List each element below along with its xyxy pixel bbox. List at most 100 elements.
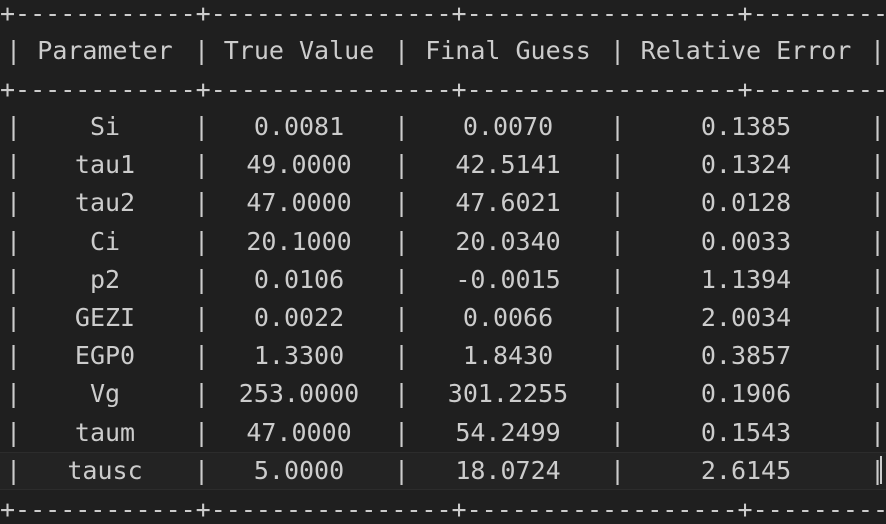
column-separator: | bbox=[870, 36, 886, 65]
cell-relative-error: 2.0034 bbox=[700, 303, 792, 332]
cell-parameter: Vg bbox=[89, 379, 121, 409]
header-relative-error: Relative Error bbox=[640, 36, 852, 65]
column-separator: | bbox=[870, 188, 886, 218]
table-row: | | | | | taum 47.0000 54.2499 0.1543 bbox=[0, 414, 886, 452]
cell-parameter: tau1 bbox=[74, 150, 136, 180]
table-row: | | | | | EGP0 1.3300 1.8430 0.3857 bbox=[0, 337, 886, 375]
cell-relative-error: 0.3857 bbox=[700, 341, 792, 371]
column-separator: | bbox=[870, 455, 886, 485]
column-separator: | bbox=[194, 264, 210, 294]
column-separator: | bbox=[194, 112, 210, 141]
table-row: | | | | | p2 0.0106 -0.0015 1.1394 bbox=[0, 261, 886, 299]
column-separator: | bbox=[6, 226, 22, 256]
column-separator: | bbox=[194, 36, 210, 65]
table-row: | | | | | tau2 47.0000 47.6021 0.0128 bbox=[0, 184, 886, 222]
column-separator: | bbox=[610, 150, 626, 180]
column-separator: | bbox=[610, 341, 626, 371]
table-header-row: | Parameter | True Value | Final Guess |… bbox=[0, 32, 886, 70]
column-separator: | bbox=[870, 112, 886, 141]
cell-true-value: 5.0000 bbox=[253, 455, 345, 485]
cell-parameter: Si bbox=[89, 112, 121, 141]
cell-final-guess: 301.2255 bbox=[447, 379, 569, 409]
column-separator: | bbox=[194, 455, 210, 485]
column-separator: | bbox=[394, 226, 410, 256]
column-separator: | bbox=[194, 150, 210, 180]
column-separator: | bbox=[610, 417, 626, 447]
cell-final-guess: 0.0070 bbox=[462, 112, 554, 141]
cell-parameter: taum bbox=[74, 417, 136, 447]
cell-relative-error: 0.1543 bbox=[700, 417, 792, 447]
column-separator: | bbox=[6, 341, 22, 371]
cell-parameter: tausc bbox=[67, 455, 143, 485]
table-row: | | | | | Ci 20.1000 20.0340 0.0033 bbox=[0, 223, 886, 261]
column-separator: | bbox=[394, 150, 410, 180]
cell-relative-error: 0.1324 bbox=[700, 150, 792, 180]
cell-true-value: 1.3300 bbox=[253, 341, 345, 371]
cell-parameter: Ci bbox=[89, 226, 121, 256]
header-true-value: True Value bbox=[223, 36, 375, 65]
column-separator: | bbox=[194, 188, 210, 218]
cell-final-guess: 42.5141 bbox=[455, 150, 561, 180]
column-separator: | bbox=[6, 455, 22, 485]
column-separator: | bbox=[870, 150, 886, 180]
column-separator: | bbox=[394, 112, 410, 141]
column-separator: | bbox=[870, 417, 886, 447]
column-separator: | bbox=[6, 188, 22, 218]
table-rule-header: +------------+----------------+---------… bbox=[0, 80, 886, 100]
column-separator: | bbox=[610, 226, 626, 256]
scrollbar-marker bbox=[880, 456, 882, 484]
column-separator: | bbox=[6, 36, 22, 65]
column-separator: | bbox=[870, 341, 886, 371]
column-separator: | bbox=[610, 36, 626, 65]
column-separator: | bbox=[610, 455, 626, 485]
column-separator: | bbox=[6, 264, 22, 294]
cell-parameter: p2 bbox=[89, 264, 121, 294]
column-separator: | bbox=[194, 417, 210, 447]
column-separator: | bbox=[194, 303, 210, 332]
column-separator: | bbox=[394, 341, 410, 371]
cell-relative-error: 0.1906 bbox=[700, 379, 792, 409]
column-separator: | bbox=[6, 303, 22, 332]
cell-true-value: 49.0000 bbox=[246, 150, 352, 180]
column-separator: | bbox=[394, 455, 410, 485]
cell-final-guess: 47.6021 bbox=[455, 188, 561, 218]
cell-final-guess: -0.0015 bbox=[455, 264, 561, 294]
cell-final-guess: 18.0724 bbox=[455, 455, 561, 485]
column-separator: | bbox=[394, 417, 410, 447]
table-row: | | | | | Vg 253.0000 301.2255 0.1906 bbox=[0, 375, 886, 413]
cell-true-value: 20.1000 bbox=[246, 226, 352, 256]
table-rule-bottom: +------------+----------------+---------… bbox=[0, 500, 886, 520]
cell-true-value: 253.0000 bbox=[238, 379, 360, 409]
table-row: | | | | | tausc 5.0000 18.0724 2.6145 bbox=[0, 452, 886, 490]
cell-true-value: 47.0000 bbox=[246, 188, 352, 218]
column-separator: | bbox=[610, 188, 626, 218]
column-separator: | bbox=[394, 264, 410, 294]
table-row: | | | | | tau1 49.0000 42.5141 0.1324 bbox=[0, 146, 886, 184]
cell-relative-error: 1.1394 bbox=[700, 264, 792, 294]
column-separator: | bbox=[610, 264, 626, 294]
column-separator: | bbox=[870, 264, 886, 294]
cell-relative-error: 0.0033 bbox=[700, 226, 792, 256]
cell-true-value: 47.0000 bbox=[246, 417, 352, 447]
column-separator: | bbox=[394, 188, 410, 218]
cell-relative-error: 0.1385 bbox=[700, 112, 792, 141]
column-separator: | bbox=[870, 303, 886, 332]
column-separator: | bbox=[610, 112, 626, 141]
header-final-guess: Final Guess bbox=[425, 36, 591, 65]
cell-true-value: 0.0081 bbox=[253, 112, 345, 141]
cell-final-guess: 54.2499 bbox=[455, 417, 561, 447]
column-separator: | bbox=[870, 379, 886, 409]
column-separator: | bbox=[6, 417, 22, 447]
cell-final-guess: 20.0340 bbox=[455, 226, 561, 256]
column-separator: | bbox=[394, 36, 410, 65]
cell-final-guess: 0.0066 bbox=[462, 303, 554, 332]
cell-parameter: GEZI bbox=[74, 303, 136, 332]
table-row: | | | | | Si 0.0081 0.0070 0.1385 bbox=[0, 108, 886, 146]
cell-true-value: 0.0022 bbox=[253, 303, 345, 332]
cell-true-value: 0.0106 bbox=[253, 264, 345, 294]
cell-parameter: EGP0 bbox=[74, 341, 136, 371]
column-separator: | bbox=[394, 303, 410, 332]
column-separator: | bbox=[6, 379, 22, 409]
column-separator: | bbox=[194, 226, 210, 256]
column-separator: | bbox=[194, 341, 210, 371]
